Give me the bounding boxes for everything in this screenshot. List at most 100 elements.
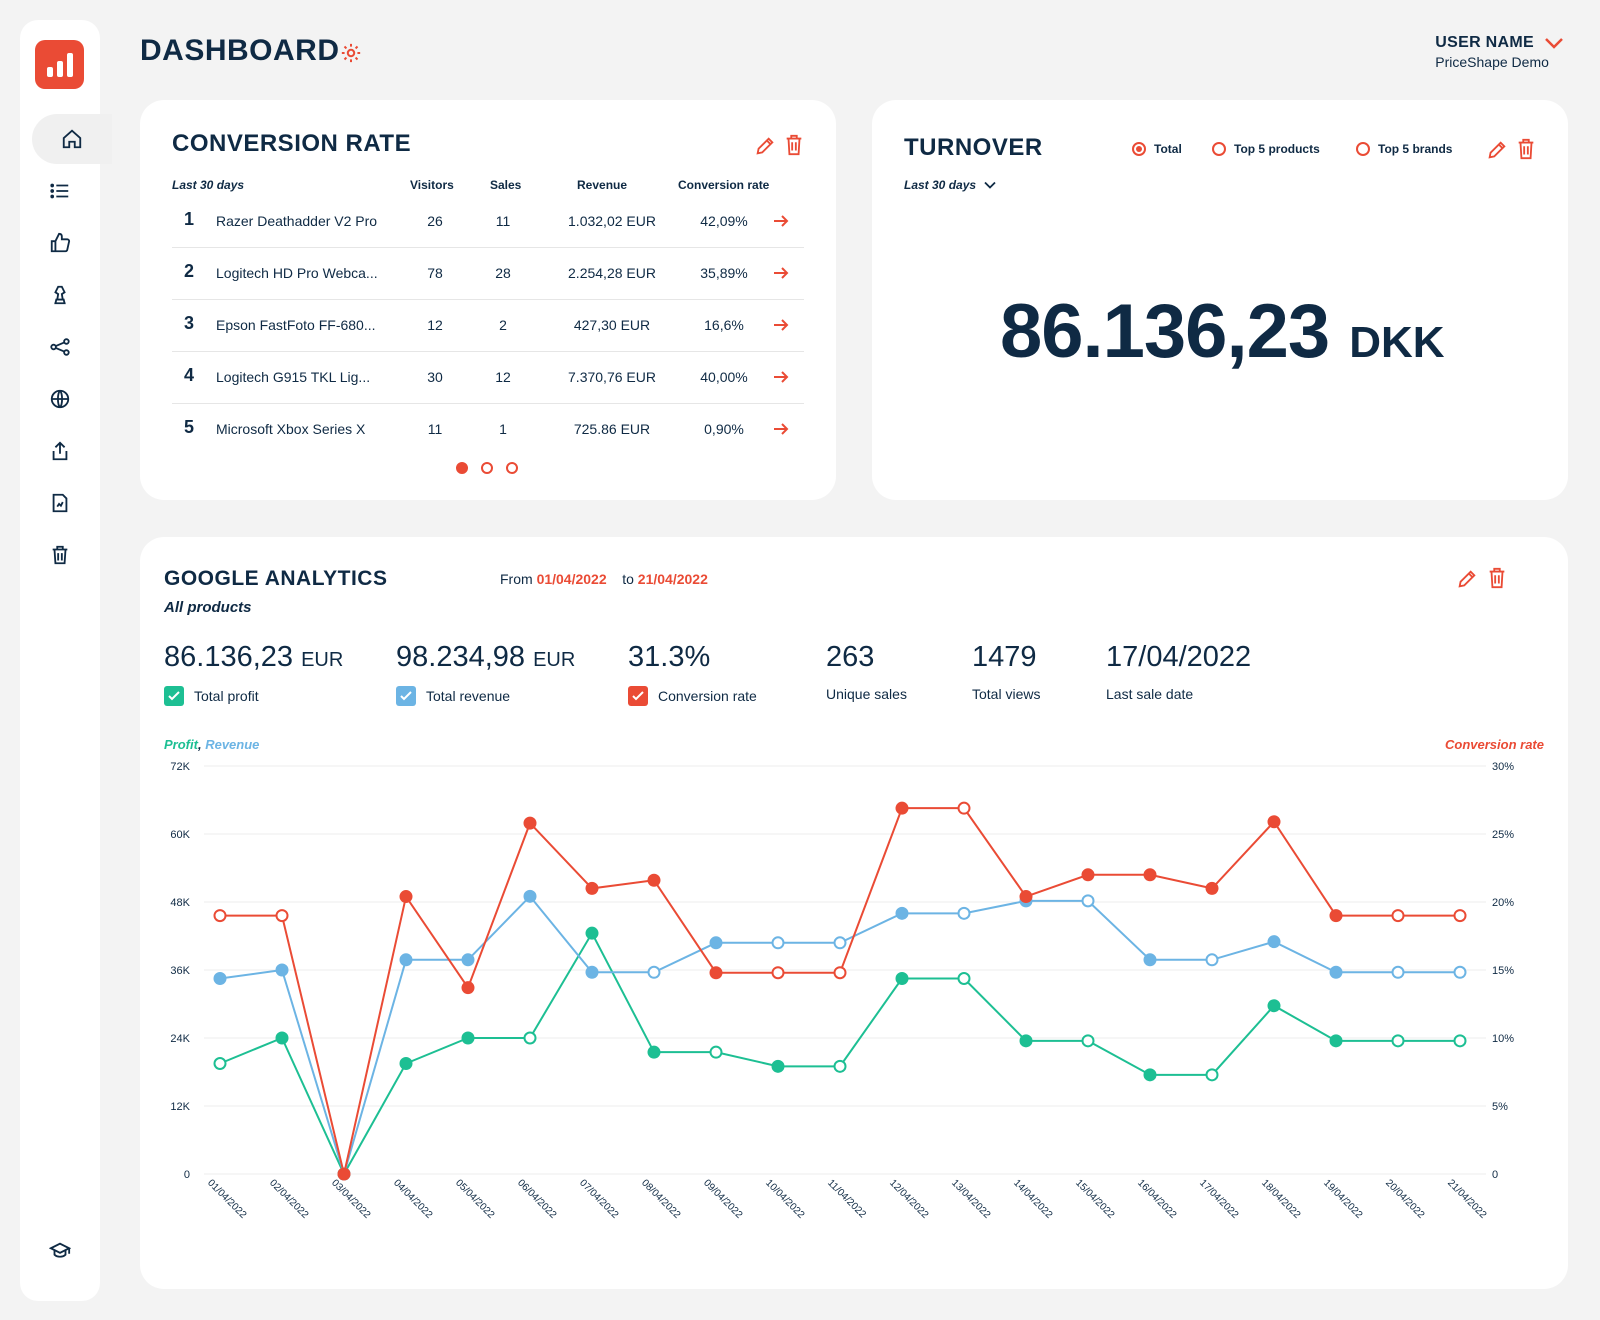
kpi-unit: EUR [301,649,344,671]
data-point-revenue [1143,953,1157,967]
data-point-conversion-rate [1453,909,1467,923]
upload-icon [52,441,68,461]
data-point-revenue [771,936,785,950]
x-tick-label: 07/04/2022 [577,1178,620,1221]
kpi-value: 17/04/2022 [1106,641,1252,673]
data-point-conversion-rate [1143,868,1157,882]
arrow-right-icon[interactable] [772,212,790,230]
table-row[interactable]: 1 Razer Deathadder V2 Pro 26 11 1.032,02 EUR… [172,196,804,248]
y-left-tick-label: 60K [170,829,190,841]
to-label: to [622,571,634,587]
radio-label: Top 5 products [1234,142,1320,156]
user-menu[interactable]: USER NAME PriceShape Demo [1435,34,1564,70]
y-left-tick-label: 36K [170,965,190,977]
data-point-conversion-rate [709,966,723,980]
data-point-conversion-rate [833,966,847,980]
data-point-revenue [399,953,413,967]
x-tick-label: 13/04/2022 [949,1178,992,1221]
sidebar-item-trash[interactable] [32,530,88,580]
edit-icon[interactable] [754,134,776,158]
data-point-revenue [1453,965,1467,979]
y-left-tick-label: 0 [184,1169,190,1181]
col-visitors: Visitors [410,178,454,192]
table-row[interactable]: 4 Logitech G915 TKL Lig... 30 12 7.370,76 EU… [172,352,804,404]
product-name: Microsoft Xbox Series X [216,421,366,437]
data-point-revenue [1329,965,1343,979]
x-tick-label: 10/04/2022 [763,1178,806,1221]
sidebar-item-home[interactable] [32,114,112,164]
sidebar-item-reports[interactable] [32,478,88,528]
from-date[interactable]: 01/04/2022 [536,571,607,587]
date-range[interactable]: From 01/04/2022 to 21/04/2022 [500,571,708,587]
edit-icon[interactable] [1486,138,1508,162]
data-point-revenue [275,963,289,977]
data-point-profit [1205,1068,1219,1082]
app-logo[interactable] [35,40,84,89]
visitors-value: 12 [427,317,443,333]
period-dropdown[interactable]: Last 30 days [904,178,996,192]
sidebar-item-list[interactable] [32,166,88,216]
turnover-amount: 86.136,23 [1000,289,1330,374]
arrow-right-icon[interactable] [772,316,790,334]
conversion-value: 35,89% [700,265,748,281]
product-name: Epson FastFoto FF-680... [216,317,376,333]
trash-icon[interactable] [783,133,805,157]
data-point-conversion-rate [895,801,909,815]
sidebar-item-learn[interactable] [32,1226,88,1276]
gear-icon[interactable] [340,42,362,64]
arrow-right-icon[interactable] [772,368,790,386]
page-dot-1[interactable] [456,462,468,474]
data-point-profit [895,972,909,985]
arrow-right-icon[interactable] [772,264,790,282]
data-point-conversion-rate [399,890,413,904]
sidebar-item-recommendations[interactable] [32,218,88,268]
page-dot-2[interactable] [481,462,493,474]
sidebar-item-web[interactable] [32,374,88,424]
kpi-label: Total views [972,686,1041,702]
chevron-down-icon[interactable] [1544,36,1564,50]
data-point-conversion-rate [1019,890,1033,904]
x-tick-label: 04/04/2022 [391,1178,434,1221]
y-right-tick-label: 20% [1492,897,1514,909]
data-point-conversion-rate [771,966,785,980]
trash-icon[interactable] [1486,566,1508,590]
data-point-profit [771,1059,785,1073]
data-point-conversion-rate [337,1167,351,1181]
x-tick-label: 05/04/2022 [453,1178,496,1221]
radio-total[interactable]: Total [1132,142,1182,156]
conversion-value: 42,09% [700,213,748,229]
table-row[interactable]: 2 Logitech HD Pro Webca... 78 28 2.254,28 EU… [172,248,804,300]
trash-icon[interactable] [1515,137,1537,161]
checkbox-checked-icon[interactable] [164,686,184,706]
sidebar-item-export[interactable] [32,426,88,476]
data-point-profit [1267,999,1281,1013]
sidebar-item-connections[interactable] [32,322,88,372]
data-point-profit [833,1059,847,1073]
data-point-conversion-rate [461,981,475,995]
kpi-label: Last sale date [1106,686,1194,702]
checkbox-checked-icon[interactable] [396,686,416,706]
data-point-profit [523,1031,537,1045]
data-point-conversion-rate [1391,909,1405,923]
data-point-revenue [523,889,537,903]
table-row[interactable]: 5 Microsoft Xbox Series X 11 1 725.86 EUR 0,9… [172,404,804,456]
data-point-profit [1019,1034,1033,1048]
arrow-right-icon[interactable] [772,420,790,438]
data-point-conversion-rate [1205,881,1219,895]
table-row[interactable]: 3 Epson FastFoto FF-680... 12 2 427,30 EUR 16… [172,300,804,352]
to-date[interactable]: 21/04/2022 [637,571,708,587]
data-point-profit [275,1031,289,1045]
x-tick-label: 03/04/2022 [329,1178,372,1221]
page-dot-3[interactable] [506,462,518,474]
edit-icon[interactable] [1456,567,1478,591]
home-icon [62,129,82,149]
radio-top-5-products[interactable]: Top 5 products [1212,142,1320,156]
sidebar-item-strategy[interactable] [32,270,88,320]
kpi-value: 31.3% [628,641,711,673]
y-left-tick-label: 24K [170,1033,190,1045]
radio-top-5-brands[interactable]: Top 5 brands [1356,142,1452,156]
user-name: USER NAME [1435,34,1534,51]
checkbox-checked-icon[interactable] [628,686,648,706]
y-right-tick-label: 15% [1492,965,1514,977]
data-point-revenue [833,936,847,950]
